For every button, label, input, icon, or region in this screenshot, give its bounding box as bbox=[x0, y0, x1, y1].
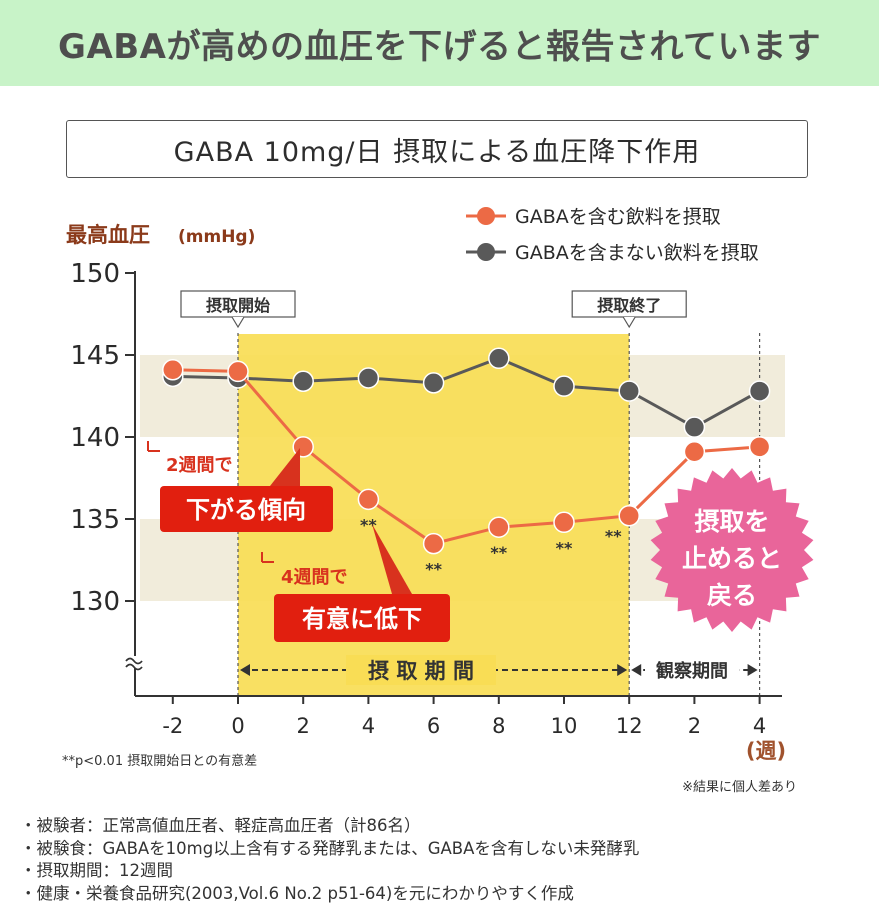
series-1-point bbox=[618, 380, 640, 402]
callout-2weeks-big: 下がる傾向 bbox=[186, 496, 306, 524]
significance-mark: ** bbox=[360, 515, 377, 534]
x-tick-label: 2 bbox=[297, 714, 310, 738]
series-0-point bbox=[553, 511, 575, 534]
footnotes: ・被験者：正常高値血圧者、軽症高血圧者（計86名） ・被験食：GABAを10mg… bbox=[20, 815, 639, 905]
significance-note: **p<0.01 摂取開始日との有意差 bbox=[62, 753, 257, 769]
stop-effect-starburst bbox=[650, 468, 814, 632]
intake-end-label: 摂取終了 bbox=[597, 296, 661, 315]
stop-effect-text-1: 止めると bbox=[682, 544, 782, 573]
intake-period-label: 摂 取 期 間 bbox=[368, 659, 474, 683]
series-line-1 bbox=[172, 356, 761, 429]
x-tick-label: 4 bbox=[362, 714, 375, 738]
x-tick-label: -2 bbox=[162, 714, 183, 738]
callout-4weeks-pointer bbox=[372, 524, 412, 594]
headline-text: GABAが高めの血圧を下げると報告されています bbox=[58, 26, 821, 67]
headline-banner: GABAが高めの血圧を下げると報告されています bbox=[0, 0, 879, 86]
callout-4weeks-big: 有意に低下 bbox=[302, 605, 422, 633]
x-tick-label: 2 bbox=[688, 714, 701, 738]
observation-period-label-bg bbox=[645, 656, 739, 684]
y-tick-label: 145 bbox=[70, 341, 120, 371]
footnote-test-food: ・被験食：GABAを10mg以上含有する発酵乳または、GABAを含有しない未発酵… bbox=[20, 838, 640, 858]
significance-mark: ** bbox=[425, 560, 442, 579]
legend-marker-1 bbox=[477, 243, 495, 261]
series-0-point bbox=[618, 504, 640, 527]
x-tick-label: 8 bbox=[492, 714, 505, 738]
legend-label-1: GABAを含まない飲料を摂取 bbox=[515, 242, 759, 264]
observation-period-label: 観察期間 bbox=[656, 660, 728, 682]
series-line-0 bbox=[172, 368, 760, 546]
intake-end-label-pointer bbox=[622, 316, 636, 329]
series-1-point bbox=[488, 347, 510, 370]
series-1-point bbox=[683, 416, 706, 438]
series-0-point bbox=[488, 516, 510, 538]
stop-effect-text-0: 摂取を bbox=[694, 507, 769, 536]
chart-title-box: GABA 10mg/日 摂取による血圧降下作用 bbox=[66, 120, 808, 178]
significance-mark: ** bbox=[605, 527, 622, 546]
x-tick-label: 0 bbox=[231, 714, 244, 738]
intake-start-label-pointer bbox=[231, 316, 245, 329]
y-axis-unit: (mmHg) bbox=[178, 227, 255, 247]
footnote-subjects: ・被験者：正常高値血圧者、軽症高血圧者（計86名） bbox=[20, 816, 421, 835]
series-1-point bbox=[292, 370, 314, 392]
series-1-point bbox=[748, 380, 771, 402]
significance-mark: ** bbox=[490, 543, 507, 562]
observation-period-arrow-right bbox=[747, 664, 758, 676]
callout-4weeks-bracket bbox=[261, 552, 274, 563]
observation-period-arrow-left bbox=[631, 664, 642, 676]
y-tick-label: 140 bbox=[70, 423, 120, 453]
series-1-point bbox=[422, 372, 445, 394]
intake-period-arrow-right bbox=[617, 664, 628, 676]
x-tick-label: 4 bbox=[753, 714, 766, 738]
x-tick-label: 12 bbox=[616, 714, 643, 738]
series-0-point bbox=[748, 436, 771, 458]
series-0-point bbox=[422, 532, 445, 555]
axis-break-mark-bottom bbox=[125, 663, 143, 671]
callout-2weeks-bracket bbox=[147, 441, 160, 452]
y-tick-label: 135 bbox=[70, 505, 120, 535]
y-axis-label: 最高血圧 bbox=[66, 223, 150, 247]
chart-title: GABA 10mg/日 摂取による血圧降下作用 bbox=[173, 136, 701, 168]
intake-start-label-box bbox=[180, 290, 296, 318]
footnote-source: ・健康・栄養食品研究(2003,Vol.6 No.2 p51-64)を元にわかり… bbox=[20, 883, 574, 903]
callout-2weeks-small: 2週間で bbox=[166, 455, 233, 476]
series-1-point bbox=[357, 367, 380, 389]
x-tick-label: 6 bbox=[427, 714, 440, 738]
y-tick-label: 130 bbox=[70, 587, 120, 617]
series-0-point bbox=[357, 488, 380, 511]
significance-mark: ** bbox=[556, 538, 573, 557]
intake-period-label-bg bbox=[346, 655, 496, 685]
x-axis-label: (週) bbox=[746, 739, 786, 763]
stop-effect-text-2: 戻る bbox=[707, 581, 757, 610]
intake-start-label: 摂取開始 bbox=[206, 296, 270, 315]
axis-break-mark-top bbox=[125, 657, 143, 665]
individual-difference-note: ※結果に個人差あり bbox=[682, 780, 797, 795]
callout-2weeks-pointer bbox=[270, 448, 300, 486]
legend-label-0: GABAを含む飲料を摂取 bbox=[515, 206, 721, 228]
footnote-period: ・摂取期間：12週間 bbox=[20, 861, 173, 880]
callout-2weeks-box bbox=[160, 486, 333, 532]
callout-4weeks-small: 4週間で bbox=[281, 567, 348, 588]
intake-period-arrow-left bbox=[240, 664, 250, 676]
series-0-point bbox=[683, 441, 706, 463]
series-1-point bbox=[553, 375, 575, 397]
intake-end-label-box bbox=[571, 290, 687, 318]
callout-4weeks-box bbox=[274, 594, 450, 642]
series-0-point bbox=[227, 360, 249, 383]
series-0-point bbox=[162, 359, 184, 381]
x-tick-label: 10 bbox=[551, 714, 578, 738]
legend-marker-0 bbox=[477, 207, 495, 225]
y-tick-label: 150 bbox=[70, 259, 120, 289]
